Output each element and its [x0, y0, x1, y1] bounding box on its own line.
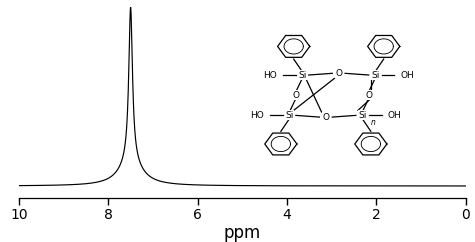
X-axis label: ppm: ppm — [224, 224, 261, 242]
